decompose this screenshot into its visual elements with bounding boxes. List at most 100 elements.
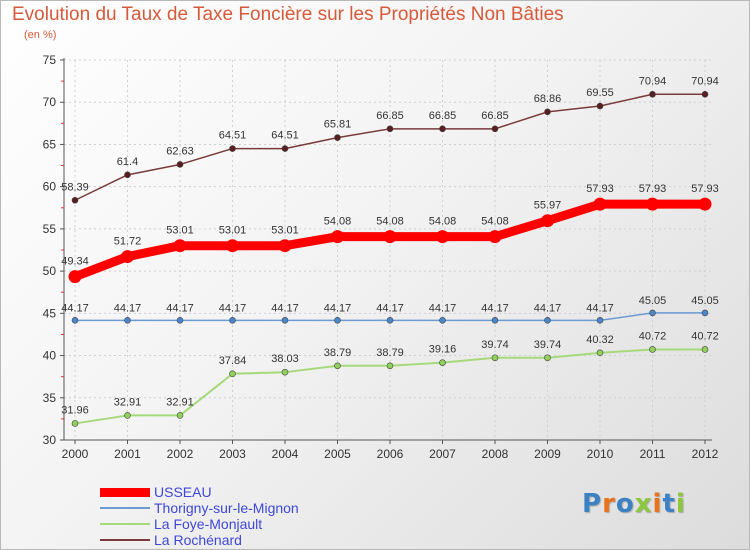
proxiti-logo: Proxiti xyxy=(582,489,686,519)
data-label-la-roch-nard: 68.86 xyxy=(534,93,562,105)
legend-item-usseau: USSEAU xyxy=(100,484,299,500)
y-tick-label: 30 xyxy=(43,433,57,447)
x-tick-label: 2011 xyxy=(640,447,666,461)
y-tick-label: 65 xyxy=(43,137,57,151)
data-label-la-roch-nard: 61.4 xyxy=(117,156,138,168)
data-point-la-roch-nard xyxy=(596,102,604,110)
y-tick-label: 55 xyxy=(43,222,57,236)
data-point-thorigny-sur-le-mignon xyxy=(71,317,79,324)
data-point-la-roch-nard xyxy=(491,125,499,133)
data-point-la-foye-monjault xyxy=(281,368,289,376)
data-point-la-foye-monjault xyxy=(649,346,656,353)
x-tick-label: 2006 xyxy=(377,447,404,461)
data-point-la-roch-nard xyxy=(649,90,656,98)
x-tick-label: 2000 xyxy=(62,447,89,461)
data-label-la-roch-nard: 64.51 xyxy=(219,130,247,142)
data-point-la-foye-monjault xyxy=(491,354,499,362)
data-label-thorigny-sur-le-mignon: 44.17 xyxy=(61,302,89,314)
data-label-thorigny-sur-le-mignon: 44.17 xyxy=(481,302,509,314)
data-point-usseau xyxy=(698,197,712,211)
data-label-la-roch-nard: 65.81 xyxy=(324,119,352,131)
logo-letter: i xyxy=(652,489,663,519)
data-point-thorigny-sur-le-mignon xyxy=(386,317,394,324)
data-point-usseau xyxy=(226,239,239,253)
legend-swatch-la-roch-nard xyxy=(100,539,150,541)
data-label-thorigny-sur-le-mignon: 44.17 xyxy=(166,302,194,314)
logo-letter: r xyxy=(602,489,616,519)
data-point-la-roch-nard xyxy=(71,196,79,204)
data-label-la-foye-monjault: 39.74 xyxy=(534,339,562,351)
data-label-thorigny-sur-le-mignon: 44.17 xyxy=(324,302,352,314)
x-tick-label: 2010 xyxy=(587,447,614,461)
data-label-thorigny-sur-le-mignon: 45.05 xyxy=(639,295,667,307)
data-label-thorigny-sur-le-mignon: 44.17 xyxy=(534,302,562,314)
data-point-thorigny-sur-le-mignon xyxy=(544,317,551,324)
legend-swatch-thorigny-sur-le-mignon xyxy=(100,507,150,509)
data-point-thorigny-sur-le-mignon xyxy=(334,317,341,324)
legend-label-usseau: USSEAU xyxy=(154,484,212,500)
y-tick-label: 75 xyxy=(43,53,57,67)
legend-swatch-usseau xyxy=(100,487,150,497)
data-point-la-roch-nard xyxy=(439,125,446,133)
data-point-usseau xyxy=(436,230,449,244)
y-tick-label: 40 xyxy=(43,349,57,363)
data-point-la-roch-nard xyxy=(176,161,184,168)
data-label-la-roch-nard: 69.55 xyxy=(586,87,614,99)
data-point-la-roch-nard xyxy=(386,125,394,133)
data-point-la-foye-monjault xyxy=(544,354,551,362)
data-label-la-foye-monjault: 37.84 xyxy=(219,355,247,367)
legend-label-la-roch-nard: La Rochénard xyxy=(154,532,242,548)
data-label-la-foye-monjault: 39.16 xyxy=(429,344,457,356)
data-point-usseau xyxy=(646,197,659,211)
data-point-usseau xyxy=(593,197,607,211)
legend-swatch-la-foye-monjault xyxy=(100,523,150,525)
data-label-la-foye-monjault: 38.79 xyxy=(324,347,352,359)
data-label-usseau: 54.08 xyxy=(481,216,509,228)
data-label-thorigny-sur-le-mignon: 44.17 xyxy=(429,302,457,314)
y-tick-label: 35 xyxy=(43,391,57,405)
data-point-usseau xyxy=(173,239,187,253)
legend-item-thorigny-sur-le-mignon: Thorigny-sur-le-Mignon xyxy=(100,500,299,516)
data-point-la-foye-monjault xyxy=(596,349,604,357)
data-point-thorigny-sur-le-mignon xyxy=(701,309,709,317)
x-tick-label: 2012 xyxy=(692,447,719,461)
x-tick-label: 2004 xyxy=(272,447,299,461)
legend-label-la-foye-monjault: La Foye-Monjault xyxy=(154,516,263,532)
data-point-la-roch-nard xyxy=(701,90,709,98)
y-tick-label: 50 xyxy=(43,264,57,278)
logo-letter: i xyxy=(675,489,686,519)
x-tick-label: 2002 xyxy=(167,447,194,461)
data-label-thorigny-sur-le-mignon: 44.17 xyxy=(586,302,614,314)
chart-legend: USSEAU Thorigny-sur-le-Mignon La Foye-Monj… xyxy=(100,484,299,548)
data-point-usseau xyxy=(541,214,554,228)
data-point-thorigny-sur-le-mignon xyxy=(281,317,289,324)
logo-letter: x xyxy=(634,489,653,519)
data-label-la-roch-nard: 58.39 xyxy=(61,181,89,193)
data-point-thorigny-sur-le-mignon xyxy=(124,317,131,324)
x-tick-label: 2009 xyxy=(534,447,561,461)
data-label-usseau: 54.08 xyxy=(324,216,352,228)
data-label-la-roch-nard: 66.85 xyxy=(376,110,404,122)
logo-letter: P xyxy=(582,489,603,519)
data-label-la-foye-monjault: 32.91 xyxy=(166,396,194,408)
y-tick-label: 45 xyxy=(43,306,57,320)
data-label-usseau: 57.93 xyxy=(691,183,719,195)
logo-letter: o xyxy=(615,489,635,519)
data-point-la-foye-monjault xyxy=(124,412,131,419)
data-point-la-roch-nard xyxy=(281,145,289,152)
data-label-usseau: 51.72 xyxy=(114,236,142,248)
data-point-la-foye-monjault xyxy=(439,359,446,366)
y-tick-label: 70 xyxy=(43,95,57,109)
data-label-thorigny-sur-le-mignon: 44.17 xyxy=(114,302,142,314)
data-point-la-foye-monjault xyxy=(229,370,236,378)
data-label-thorigny-sur-le-mignon: 44.17 xyxy=(219,302,247,314)
y-tick-label: 60 xyxy=(43,180,57,194)
data-point-la-roch-nard xyxy=(124,171,131,179)
data-label-la-roch-nard: 66.85 xyxy=(429,110,457,122)
x-tick-label: 2007 xyxy=(429,447,456,461)
data-point-la-foye-monjault xyxy=(386,362,394,370)
data-label-la-foye-monjault: 38.03 xyxy=(271,353,299,365)
data-point-thorigny-sur-le-mignon xyxy=(491,317,499,324)
chart-title: Evolution du Taux de Taxe Foncière sur l… xyxy=(12,4,564,25)
data-point-usseau xyxy=(278,239,292,253)
